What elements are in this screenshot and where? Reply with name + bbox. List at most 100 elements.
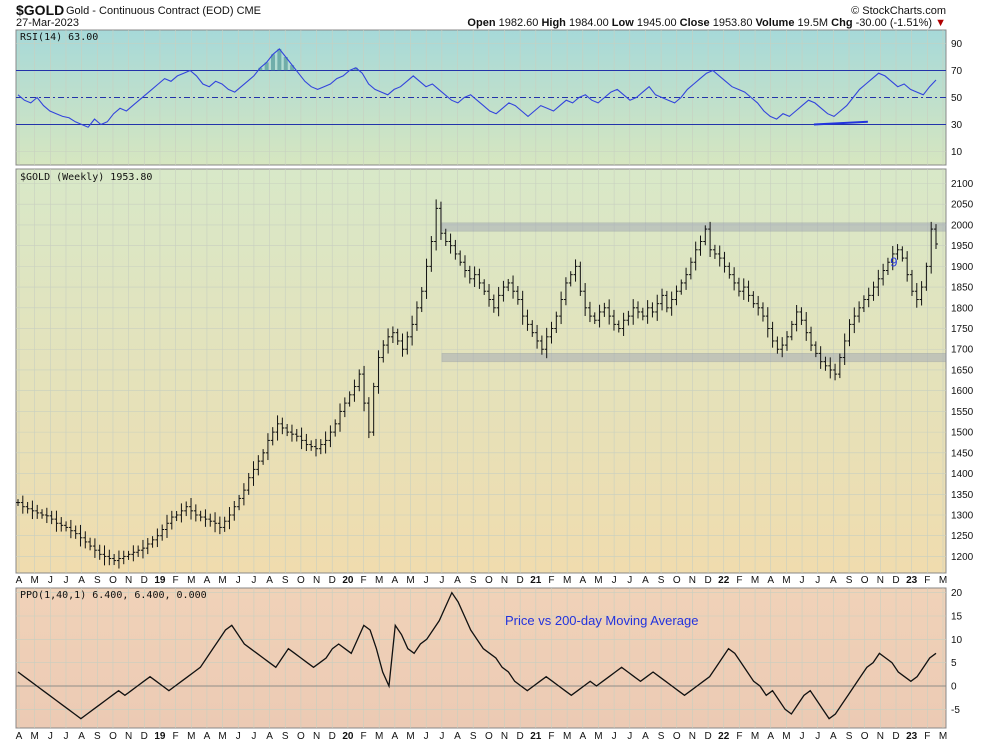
x-axis-bottom-tick-label: J: [439, 731, 444, 742]
x-axis-bottom-tick-label: M: [30, 731, 38, 742]
rsi-y-tick-label: 70: [951, 66, 963, 77]
x-axis-top-tick-label: S: [94, 575, 101, 586]
x-axis-top-tick-label: J: [439, 575, 444, 586]
low-value: 1945.00: [636, 17, 677, 29]
price-y-tick-label: 1700: [951, 345, 974, 356]
x-axis-top-tick-label: M: [751, 575, 759, 586]
x-axis-bottom-tick-label: A: [579, 731, 586, 742]
price-annotation: 9: [890, 254, 897, 269]
x-axis-top-tick-label: A: [266, 575, 273, 586]
x-axis-top-tick-label: D: [141, 575, 148, 586]
x-axis-bottom-tick-label: O: [485, 731, 493, 742]
x-axis-bottom-tick-label: J: [48, 731, 53, 742]
x-axis-bottom-tick-label: M: [187, 731, 195, 742]
x-axis-top-tick-label: N: [877, 575, 884, 586]
x-axis-bottom-tick-label: J: [251, 731, 256, 742]
x-axis-top-tick-label: M: [218, 575, 226, 586]
x-axis-top-tick-label: M: [782, 575, 790, 586]
x-axis-top-tick-label: A: [392, 575, 399, 586]
rsi-label: RSI(14) 63.00: [20, 32, 98, 43]
x-axis-bottom-tick-label: M: [375, 731, 383, 742]
x-axis-top-tick-label: M: [406, 575, 414, 586]
symbol-title: $GOLD: [16, 2, 65, 18]
x-axis-bottom-tick-label: N: [125, 731, 132, 742]
x-axis-bottom-tick-label: J: [612, 731, 617, 742]
x-axis-top-tick-label: N: [689, 575, 696, 586]
price-y-tick-label: 1800: [951, 303, 974, 314]
rsi-y-tick-label: 30: [951, 120, 963, 131]
x-axis-top-tick-label: M: [563, 575, 571, 586]
x-axis-top-tick-label: M: [30, 575, 38, 586]
x-axis-top-tick-label: J: [815, 575, 820, 586]
x-axis-bottom-tick-label: M: [406, 731, 414, 742]
x-axis-bottom-tick-label: N: [877, 731, 884, 742]
x-axis-bottom-tick-label: A: [830, 731, 837, 742]
close-value: 1953.80: [712, 17, 753, 29]
x-axis-bottom-tick-label: D: [141, 731, 148, 742]
x-axis-bottom-tick-label: J: [424, 731, 429, 742]
x-axis-top-tick-label: D: [329, 575, 336, 586]
x-axis-top-tick-label: M: [187, 575, 195, 586]
x-axis-bottom-tick-label: 22: [718, 731, 730, 742]
x-axis-bottom-tick-label: M: [751, 731, 759, 742]
price-y-tick-label: 1500: [951, 428, 974, 439]
x-axis-top-tick-label: 21: [530, 575, 542, 586]
low-label: Low: [611, 17, 634, 29]
x-axis-bottom-tick-label: 21: [530, 731, 542, 742]
price-zone: [441, 352, 947, 363]
ppo-y-tick-label: 0: [951, 682, 957, 693]
x-axis-top-tick-label: F: [173, 575, 179, 586]
price-label: $GOLD (Weekly) 1953.80: [20, 172, 152, 183]
price-y-tick-label: 1250: [951, 531, 974, 542]
x-axis-top-tick-label: 22: [718, 575, 730, 586]
x-axis-top-tick-label: N: [313, 575, 320, 586]
chg-value: -30.00 (-1.51%): [855, 17, 933, 29]
ppo-title: Price vs 200-day Moving Average: [505, 613, 698, 628]
x-axis-top-tick-label: M: [594, 575, 602, 586]
x-axis-bottom-tick-label: F: [173, 731, 179, 742]
ppo-y-tick-label: 10: [951, 635, 963, 646]
x-axis-bottom-tick-label: J: [800, 731, 805, 742]
x-axis-top-tick-label: S: [470, 575, 477, 586]
price-y-tick-label: 1900: [951, 262, 974, 273]
x-axis-bottom-tick-label: S: [846, 731, 853, 742]
ppo-y-tick-label: 20: [951, 588, 963, 599]
price-y-tick-label: 1950: [951, 241, 974, 252]
x-axis-bottom-tick-label: F: [548, 731, 554, 742]
x-axis-top-tick-label: J: [424, 575, 429, 586]
rsi-y-tick-label: 10: [951, 147, 963, 158]
x-axis-bottom-tick-label: N: [501, 731, 508, 742]
x-axis-top-tick-label: J: [63, 575, 68, 586]
x-axis-top-tick-label: F: [548, 575, 554, 586]
x-axis-bottom-tick-label: D: [517, 731, 524, 742]
rsi-trendline: [813, 120, 868, 126]
x-axis-bottom-tick-label: 20: [342, 731, 354, 742]
x-axis-bottom-tick-label: A: [16, 731, 23, 742]
x-axis-bottom-tick-label: M: [563, 731, 571, 742]
x-axis-top-tick-label: S: [846, 575, 853, 586]
x-axis-bottom-tick-label: 19: [154, 731, 166, 742]
x-axis-bottom-tick-label: S: [658, 731, 665, 742]
x-axis-top-tick-label: A: [78, 575, 85, 586]
x-axis-bottom-tick-label: A: [767, 731, 774, 742]
x-axis-top-tick-label: O: [109, 575, 117, 586]
price-y-tick-label: 1750: [951, 324, 974, 335]
x-axis-top-tick-label: A: [830, 575, 837, 586]
price-y-tick-label: 1850: [951, 283, 974, 294]
x-axis-bottom-tick-label: 23: [906, 731, 918, 742]
price-y-tick-label: 1550: [951, 407, 974, 418]
x-axis-top-tick-label: S: [282, 575, 289, 586]
x-axis-bottom-tick-label: O: [297, 731, 305, 742]
x-axis-top-tick-label: F: [736, 575, 742, 586]
price-zone: [441, 222, 947, 232]
price-panel-background: [15, 168, 947, 574]
x-axis-bottom-tick-label: S: [94, 731, 101, 742]
x-axis-bottom-background: [16, 730, 946, 742]
x-axis-top-tick-label: A: [204, 575, 211, 586]
rsi-y-tick-label: 50: [951, 93, 963, 104]
high-label: High: [541, 17, 566, 29]
x-axis-bottom-tick-label: D: [704, 731, 711, 742]
x-axis-top-tick-label: O: [297, 575, 305, 586]
x-axis-bottom-tick-label: D: [892, 731, 899, 742]
x-axis-bottom-tick-label: J: [815, 731, 820, 742]
